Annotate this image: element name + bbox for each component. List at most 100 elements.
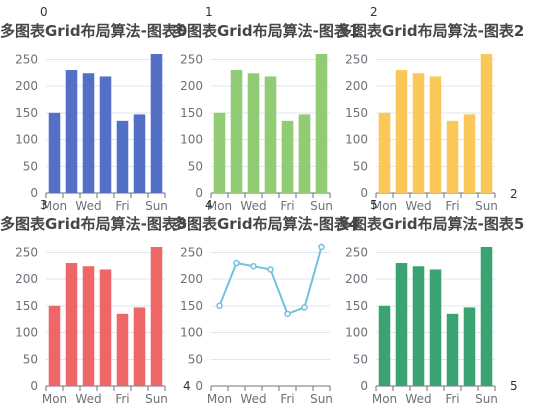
bar-wed[interactable]: [247, 73, 260, 193]
chart-index-label: 0: [40, 5, 48, 19]
y-tick-label: 250: [345, 245, 368, 259]
y-tick-label: 200: [15, 79, 38, 93]
point-wed[interactable]: [250, 262, 257, 270]
bar-tue[interactable]: [395, 263, 408, 386]
x-tick-label: Fri: [115, 392, 129, 406]
chart-index-label-extra: 5: [510, 379, 518, 393]
bar-tue[interactable]: [230, 70, 243, 193]
bar-mon[interactable]: [213, 112, 226, 193]
y-tick-label: 100: [345, 326, 368, 340]
x-tick-label: Sun: [310, 199, 333, 213]
point-fri[interactable]: [284, 310, 291, 318]
y-tick-label: 250: [15, 52, 38, 66]
y-tick-label: 50: [23, 159, 38, 173]
y-tick-label: 100: [15, 326, 38, 340]
y-tick-label: 150: [180, 106, 203, 120]
bar-fri[interactable]: [446, 120, 459, 193]
chart-title: 多图表Grid布局算法-图表5: [337, 215, 524, 233]
bar-thu[interactable]: [99, 76, 112, 193]
x-tick-label: Mon: [207, 392, 232, 406]
bar-fri[interactable]: [281, 120, 294, 193]
point-sat[interactable]: [301, 304, 308, 311]
x-tick-label: Wed: [75, 392, 101, 406]
bar-sun[interactable]: [480, 247, 493, 386]
chart-title: 多图表Grid布局算法-图表0: [0, 22, 187, 40]
point-tue[interactable]: [233, 259, 240, 267]
bar-tue[interactable]: [65, 70, 78, 193]
bar-thu[interactable]: [429, 269, 442, 386]
x-tick-label: Fri: [280, 199, 294, 213]
chart-index-label-extra: 2: [510, 187, 518, 201]
bar-sun[interactable]: [315, 54, 328, 193]
bar-mon[interactable]: [378, 305, 391, 386]
y-tick-label: 50: [188, 159, 203, 173]
x-tick-label: Mon: [372, 392, 397, 406]
x-tick-label: Mon: [372, 199, 397, 213]
x-tick-label: Mon: [42, 392, 67, 406]
y-tick-label: 50: [23, 352, 38, 366]
bar-sun[interactable]: [150, 54, 163, 193]
y-tick-label: 50: [353, 159, 368, 173]
bar-sun[interactable]: [480, 54, 493, 193]
point-mon[interactable]: [216, 302, 223, 310]
x-tick-label: Sun: [145, 392, 168, 406]
chart-index-label: 1: [205, 5, 213, 19]
bar-sat[interactable]: [298, 114, 311, 193]
point-thu[interactable]: [267, 266, 274, 273]
y-tick-label: 150: [180, 299, 203, 313]
bar-tue[interactable]: [65, 263, 78, 386]
bar-sat[interactable]: [463, 114, 476, 193]
x-tick-label: Wed: [240, 199, 266, 213]
x-tick-label: Fri: [445, 392, 459, 406]
bar-wed[interactable]: [82, 266, 95, 386]
chart-panel-2: 2 0 50 100 150 200 250 Mon Wed Fri Sun 2 多图表Grid布局算法…: [337, 5, 524, 213]
x-tick-label: Wed: [405, 199, 431, 213]
bar-wed[interactable]: [82, 73, 95, 193]
bar-thu[interactable]: [429, 76, 442, 193]
chart-index-label: 3: [40, 198, 48, 212]
x-tick-label: Wed: [75, 199, 101, 213]
bar-sat[interactable]: [133, 114, 146, 193]
chart-title: 多图表Grid布局算法-图表1: [172, 22, 359, 40]
y-tick-label: 200: [345, 79, 368, 93]
y-tick-label: 0: [360, 186, 368, 200]
y-tick-label: 200: [180, 272, 203, 286]
bar-wed[interactable]: [412, 73, 425, 193]
y-tick-label: 250: [180, 52, 203, 66]
chart-panel-1: 1 0 50 100 150 200 250 Mon Wed Fri Sun 多图表Grid布局算法-…: [172, 5, 359, 213]
bar-thu[interactable]: [99, 269, 112, 386]
bar-mon[interactable]: [378, 112, 391, 193]
chart-index-label: 2: [370, 5, 378, 19]
bar-thu[interactable]: [264, 76, 277, 193]
chart-panel-0: 0 0 50 100 150 200 250 Mon Wed Fri Sun 多图表Grid布局算法-…: [0, 5, 187, 213]
bar-sun[interactable]: [150, 247, 163, 386]
bar-fri[interactable]: [116, 313, 129, 386]
bar-fri[interactable]: [446, 313, 459, 386]
bar-mon[interactable]: [48, 305, 61, 386]
y-tick-label: 0: [195, 186, 203, 200]
chart-index-label: 5: [370, 198, 378, 212]
x-tick-label: Fri: [445, 199, 459, 213]
bar-fri[interactable]: [116, 120, 129, 193]
bar-wed[interactable]: [412, 266, 425, 386]
x-tick-label: Sun: [475, 392, 498, 406]
series-line: [218, 246, 323, 316]
y-tick-label: 200: [15, 272, 38, 286]
x-tick-label: Fri: [115, 199, 129, 213]
y-tick-label: 0: [30, 186, 38, 200]
chart-title: 多图表Grid布局算法-图表3: [0, 215, 187, 233]
bar-tue[interactable]: [395, 70, 408, 193]
bar-sat[interactable]: [133, 307, 146, 386]
bar-sat[interactable]: [463, 307, 476, 386]
point-sun[interactable]: [318, 243, 325, 251]
y-tick-label: 100: [345, 133, 368, 147]
y-tick-label: 100: [15, 133, 38, 147]
y-tick-label: 250: [15, 245, 38, 259]
x-tick-label: Wed: [240, 392, 266, 406]
y-tick-label: 100: [180, 326, 203, 340]
bar-mon[interactable]: [48, 112, 61, 193]
y-tick-label: 250: [180, 245, 203, 259]
